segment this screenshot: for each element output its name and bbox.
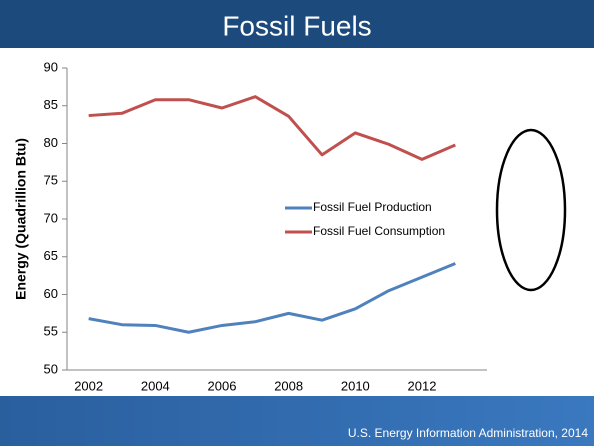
- highlight-ellipse: [495, 128, 567, 292]
- y-axis-label: Energy (Quadrillion Btu): [13, 138, 29, 300]
- source: U.S. Energy Information Administration, …: [348, 426, 588, 440]
- x-tick-label: 2004: [141, 378, 170, 393]
- x-tick-label: 2012: [408, 378, 437, 393]
- chart-background: [0, 48, 594, 396]
- y-tick-label: 90: [44, 59, 58, 74]
- x-tick-label: 2006: [208, 378, 237, 393]
- y-tick-label: 50: [44, 361, 58, 376]
- slide-title: Fossil Fuels: [222, 10, 371, 41]
- line-series: [88, 262, 456, 334]
- x-tick-label: 2002: [74, 378, 103, 393]
- y-tick-label: 70: [44, 210, 58, 225]
- x-tick-label: 2008: [274, 378, 303, 393]
- y-tick-label: 80: [44, 135, 58, 150]
- y-tick-label: 75: [44, 173, 58, 188]
- x-tick-label: 2010: [341, 378, 370, 393]
- line-series: [88, 95, 456, 161]
- y-tick-label: 55: [44, 324, 58, 339]
- legend-label: Fossil Fuel Production: [313, 200, 432, 214]
- header-band: [0, 0, 594, 48]
- y-tick-label: 60: [44, 286, 58, 301]
- y-tick-label: 65: [44, 248, 58, 263]
- footer-band: [0, 396, 594, 446]
- legend-label: Fossil Fuel Consumption: [313, 224, 445, 238]
- y-tick-label: 85: [44, 97, 58, 112]
